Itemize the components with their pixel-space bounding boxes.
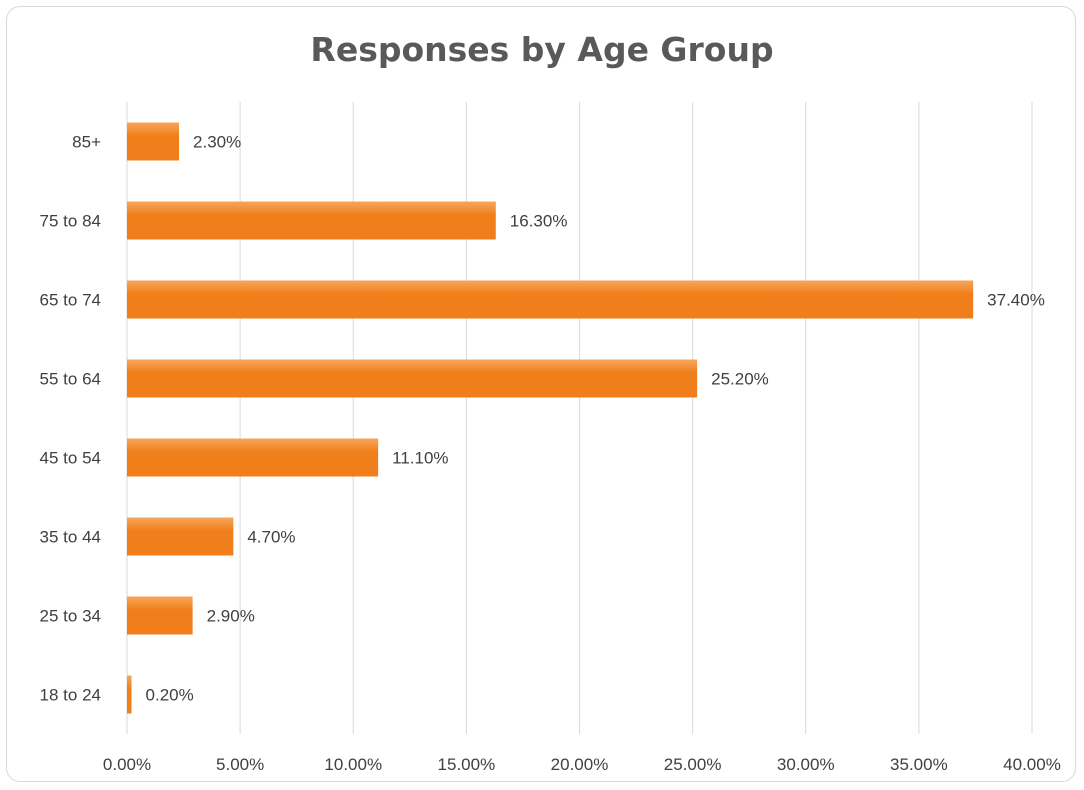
category-label: 55 to 64 bbox=[40, 370, 101, 389]
x-tick-label: 35.00% bbox=[890, 755, 948, 774]
x-tick-label: 15.00% bbox=[438, 755, 496, 774]
category-label: 18 to 24 bbox=[40, 686, 101, 705]
bar bbox=[127, 596, 193, 635]
x-tick-label: 25.00% bbox=[664, 755, 722, 774]
category-label: 75 to 84 bbox=[40, 212, 101, 231]
category-label: 65 to 74 bbox=[40, 291, 101, 310]
data-label: 25.20% bbox=[711, 370, 769, 389]
gridlines bbox=[126, 102, 1033, 734]
x-tick-label: 40.00% bbox=[1003, 755, 1061, 774]
x-tick-label: 20.00% bbox=[551, 755, 609, 774]
x-tick-label: 30.00% bbox=[777, 755, 835, 774]
category-label: 35 to 44 bbox=[40, 528, 101, 547]
data-label: 11.10% bbox=[392, 449, 448, 468]
data-label: 37.40% bbox=[987, 291, 1045, 310]
category-label: 45 to 54 bbox=[40, 449, 101, 468]
x-tick-label: 5.00% bbox=[216, 755, 264, 774]
bar bbox=[127, 438, 379, 477]
x-tick-label: 10.00% bbox=[324, 755, 382, 774]
category-label: 25 to 34 bbox=[40, 607, 101, 626]
data-label: 4.70% bbox=[247, 528, 295, 547]
category-label: 85+ bbox=[72, 133, 101, 152]
data-label: 0.20% bbox=[146, 686, 194, 705]
data-label: 2.30% bbox=[193, 133, 241, 152]
bar bbox=[127, 201, 496, 240]
bar bbox=[127, 675, 132, 714]
bar bbox=[127, 517, 234, 556]
bar bbox=[127, 359, 698, 398]
x-tick-label: 0.00% bbox=[103, 755, 151, 774]
data-label: 2.90% bbox=[207, 607, 255, 626]
labels: 0.00% 5.00% 10.00% 15.00% 20.00% 25.00% 30.00%… bbox=[40, 133, 1061, 775]
data-label: 16.30% bbox=[510, 212, 568, 231]
bar bbox=[127, 122, 180, 161]
bars bbox=[127, 122, 974, 714]
bar bbox=[127, 280, 974, 319]
chart-title: Responses by Age Group bbox=[310, 30, 774, 69]
